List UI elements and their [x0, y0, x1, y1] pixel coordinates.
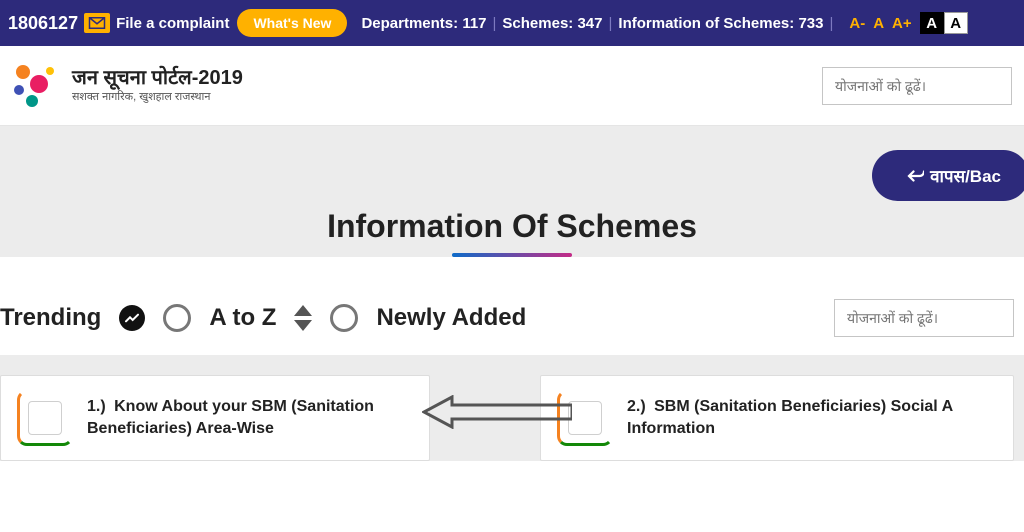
departments-count: 117	[462, 15, 486, 32]
schemes-label: Schemes:	[502, 15, 573, 32]
radio-newly-added[interactable]	[330, 304, 358, 332]
site-subtitle: सशक्त नागरिक, खुशहाल राजस्थान	[72, 89, 243, 104]
font-normal-button[interactable]: A	[873, 15, 884, 32]
info-schemes-label: Information of Schemes:	[618, 15, 794, 32]
helpline-number[interactable]: 1806127	[8, 13, 78, 34]
top-bar: 1806127 File a complaint What's New Depa…	[0, 0, 1024, 46]
info-schemes-stat: Information of Schemes: 733	[618, 15, 823, 32]
back-arrow-icon	[906, 168, 924, 184]
filter-row: Trending A to Z Newly Added	[0, 275, 1024, 355]
file-complaint-link[interactable]: File a complaint	[116, 15, 229, 32]
departments-label: Departments:	[361, 15, 458, 32]
scheme-card[interactable]: 2.) SBM (Sanitation Beneficiaries) Socia…	[540, 375, 1014, 461]
filter-trending-label[interactable]: Trending	[0, 304, 101, 332]
scheme-card-title: SBM (Sanitation Beneficiaries) Social A …	[627, 398, 953, 437]
header: जन सूचना पोर्टल-2019 सशक्त नागरिक, खुशहा…	[0, 46, 1024, 126]
whats-new-button[interactable]: What's New	[237, 9, 347, 37]
scheme-card-title: Know About your SBM (Sanitation Benefici…	[87, 398, 374, 437]
theme-dark-button[interactable]: A	[920, 12, 944, 34]
site-title: जन सूचना पोर्टल-2019	[72, 67, 243, 89]
schemes-stat: Schemes: 347	[502, 15, 602, 32]
radio-atoz[interactable]	[163, 304, 191, 332]
font-increase-button[interactable]: A+	[892, 15, 912, 32]
font-size-controls: A- A A+	[849, 15, 911, 32]
mail-icon[interactable]	[84, 13, 110, 33]
separator: |	[609, 15, 613, 32]
schemes-count: 347	[577, 15, 602, 32]
logo-icon	[12, 61, 62, 111]
theme-controls: A A	[920, 12, 968, 34]
scheme-card-icon	[17, 390, 73, 446]
back-label: वापस/Bac	[930, 164, 1001, 187]
logo-text: जन सूचना पोर्टल-2019 सशक्त नागरिक, खुशहा…	[72, 67, 243, 104]
scheme-cards: 1.) Know About your SBM (Sanitation Bene…	[0, 355, 1024, 461]
theme-light-button[interactable]: A	[944, 12, 968, 34]
filter-atoz-label[interactable]: A to Z	[209, 304, 276, 332]
header-search-wrap	[822, 67, 1012, 105]
scheme-card-text: 2.) SBM (Sanitation Beneficiaries) Socia…	[627, 396, 997, 439]
scheme-card-num: 2.)	[627, 398, 646, 415]
title-band: वापस/Bac Information Of Schemes	[0, 126, 1024, 257]
departments-stat: Departments: 117	[361, 15, 486, 32]
title-underline	[452, 253, 572, 257]
filter-search-input[interactable]	[834, 299, 1014, 337]
header-search-input[interactable]	[822, 67, 1012, 105]
info-schemes-count: 733	[798, 15, 823, 32]
separator: |	[829, 15, 833, 32]
page-title: Information Of Schemes	[0, 208, 1024, 245]
sort-arrows-icon[interactable]	[294, 305, 312, 331]
scheme-card-icon	[557, 390, 613, 446]
separator: |	[493, 15, 497, 32]
font-decrease-button[interactable]: A-	[849, 15, 865, 32]
scheme-card[interactable]: 1.) Know About your SBM (Sanitation Bene…	[0, 375, 430, 461]
scheme-card-num: 1.)	[87, 398, 106, 415]
back-button[interactable]: वापस/Bac	[872, 150, 1024, 201]
scheme-card-text: 1.) Know About your SBM (Sanitation Bene…	[87, 396, 413, 439]
trending-icon	[119, 305, 145, 331]
filter-newly-added-label[interactable]: Newly Added	[376, 304, 526, 332]
